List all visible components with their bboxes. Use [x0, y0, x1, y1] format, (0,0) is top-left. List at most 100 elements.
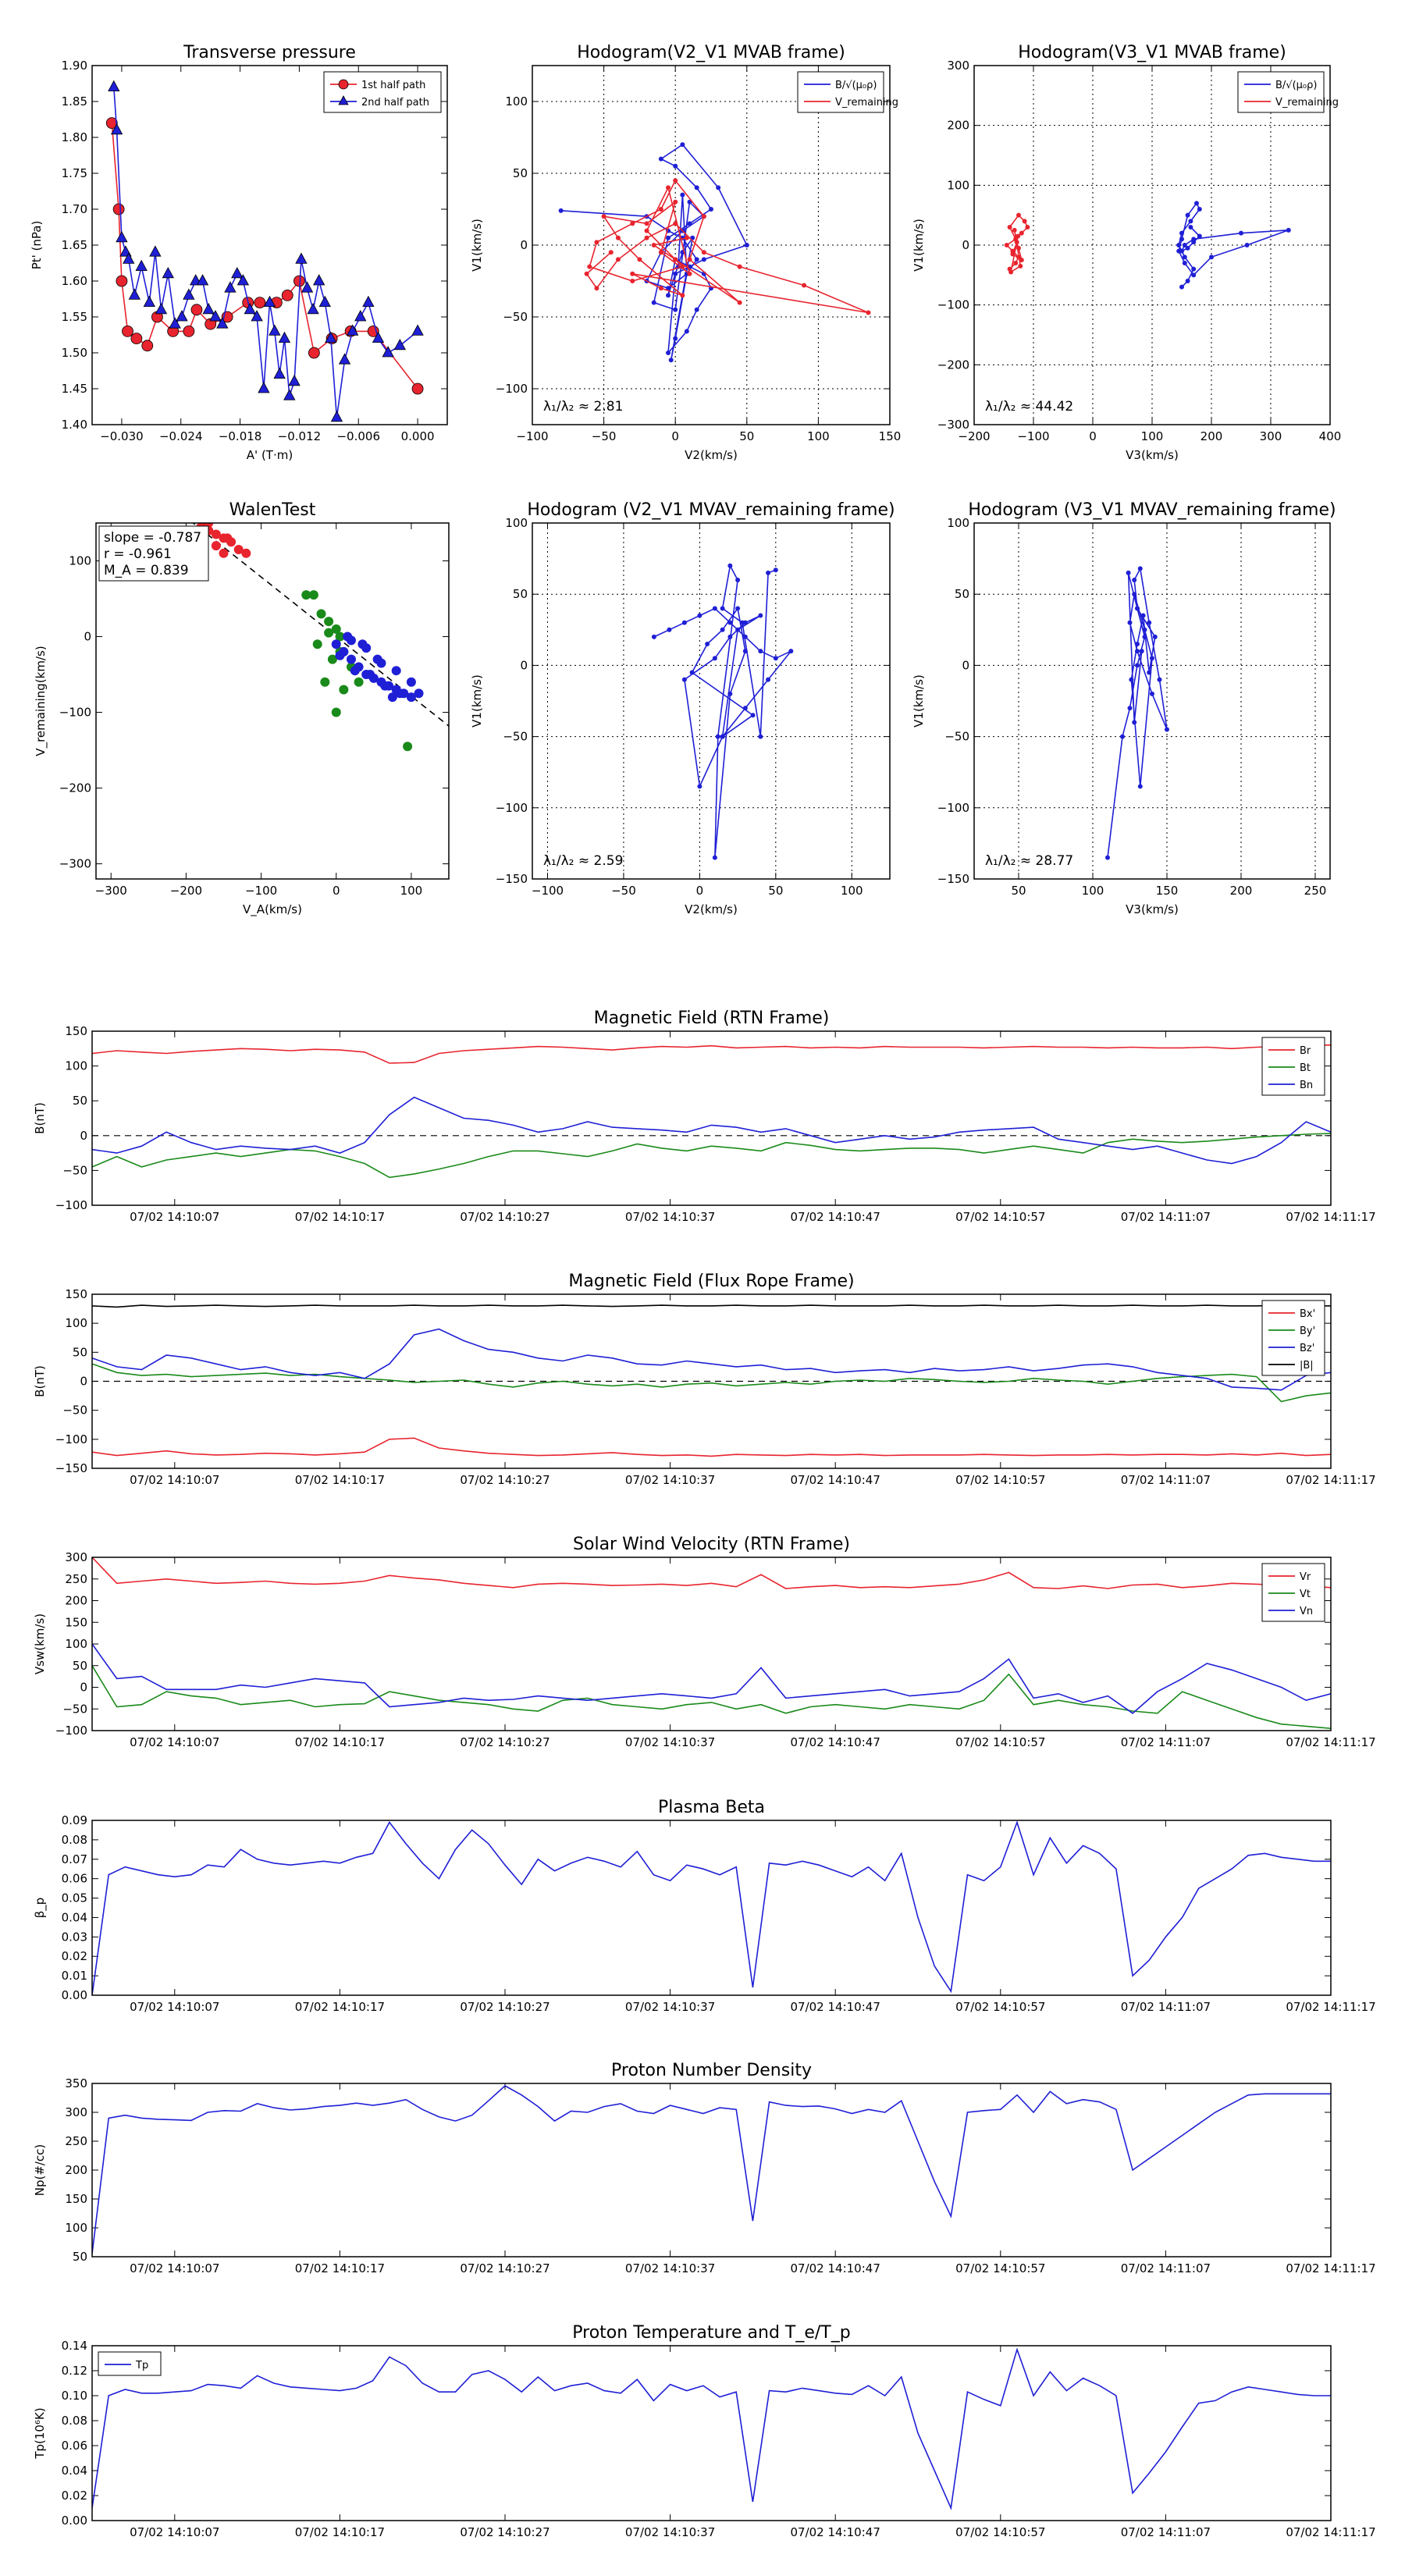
data-point	[354, 310, 367, 322]
y-tick-label: 50	[73, 1345, 87, 1359]
legend-label: Bt	[1300, 1062, 1311, 1074]
x-tick-label: 07/02 14:10:27	[460, 2261, 550, 2275]
y-tick-label: −100	[55, 1724, 87, 1738]
data-point	[231, 266, 244, 279]
x-tick-label: −0.006	[336, 429, 380, 443]
data-point	[684, 235, 689, 240]
x-axis-label: A' (T·m)	[247, 448, 293, 462]
y-axis-label: V1(km/s)	[470, 674, 484, 728]
x-tick-label: 07/02 14:10:37	[625, 2000, 715, 2014]
x-tick-label: 07/02 14:10:27	[460, 2000, 550, 2014]
x-tick-label: 07/02 14:10:57	[955, 1210, 1045, 1224]
legend: Br Bt Bn	[1261, 1037, 1325, 1096]
x-tick-label: 07/02 14:11:07	[1121, 1735, 1211, 1749]
x-tick-label: 07/02 14:11:17	[1286, 2525, 1375, 2539]
data-point	[615, 257, 621, 262]
legend-box	[323, 71, 442, 113]
y-tick-label: 100	[65, 1316, 87, 1330]
data-point	[357, 639, 368, 649]
y-tick-label: 1.80	[62, 130, 87, 144]
plot-area	[92, 2085, 1331, 2254]
data-point	[1135, 606, 1140, 611]
data-point	[269, 324, 281, 336]
data-point	[414, 688, 424, 699]
data-point	[651, 634, 656, 639]
y-tick-label: −200	[937, 358, 969, 372]
data-point	[1139, 649, 1144, 654]
data-point	[382, 346, 394, 358]
data-point	[594, 240, 599, 245]
y-tick-label: 100	[65, 2221, 87, 2235]
data-point	[735, 577, 741, 582]
x-tick-label: 07/02 14:10:57	[955, 2000, 1045, 2014]
x-tick-label: 07/02 14:11:07	[1121, 1210, 1211, 1224]
y-axis-label: V1(km/s)	[912, 219, 926, 272]
data-point	[766, 570, 771, 575]
data-point	[308, 347, 320, 359]
y-tick-label: 100	[65, 1059, 87, 1073]
legend-label: Tp	[135, 2360, 148, 2371]
data-point	[737, 264, 742, 269]
data-point	[372, 331, 385, 343]
y-axis-label: Tp(10⁶K)	[33, 2407, 47, 2459]
x-tick-label: 07/02 14:10:27	[460, 1473, 550, 1487]
y-tick-label: 0.05	[62, 1891, 87, 1905]
series-line-Np	[92, 2085, 1331, 2254]
lambda-ratio-annotation: λ₁/λ₂ ≈ 2.59	[543, 853, 623, 869]
y-tick-label: −300	[937, 418, 969, 432]
data-point	[406, 677, 416, 687]
data-point	[694, 307, 699, 312]
y-tick-label: 0.00	[62, 1988, 87, 2002]
axes-frame	[91, 2345, 1332, 2521]
legend-box	[797, 71, 884, 113]
x-tick-label: −0.018	[219, 429, 262, 443]
data-point	[697, 613, 702, 618]
data-point	[1286, 227, 1291, 233]
panel-proton-temp: 07/02 14:10:07 07/02 14:10:17 07/02 14:10:…	[33, 2323, 1376, 2539]
plot-area	[192, 523, 449, 752]
data-point	[1135, 663, 1140, 668]
stats-box	[98, 525, 209, 582]
data-point	[122, 325, 133, 337]
y-axis-label: V1(km/s)	[470, 219, 484, 272]
data-point	[110, 123, 123, 135]
x-tick-label: 07/02 14:11:07	[1121, 1473, 1211, 1487]
data-point	[307, 302, 319, 315]
x-tick-label: 07/02 14:10:57	[955, 1735, 1045, 1749]
x-axis-label: V2(km/s)	[685, 448, 738, 462]
data-point	[720, 734, 725, 739]
data-point	[1025, 225, 1030, 229]
data-point	[558, 208, 564, 213]
data-point	[1120, 734, 1125, 739]
data-point	[1013, 261, 1019, 265]
y-axis-label: Pt' (nPa)	[30, 221, 44, 270]
y-axis-label: B(nT)	[33, 1102, 47, 1134]
data-point	[1132, 592, 1137, 597]
y-tick-label: 0	[520, 658, 528, 672]
data-point	[1142, 627, 1147, 632]
data-point	[1014, 240, 1019, 245]
plot-area	[92, 1044, 1331, 1179]
data-point	[263, 295, 276, 308]
y-tick-label: 1.50	[62, 346, 87, 360]
y-tick-label: 0.02	[62, 1949, 87, 1963]
x-tick-label: 07/02 14:11:07	[1121, 2000, 1211, 2014]
panel-walen-test: −300 −200 −100 0 100 −300 −200 −100 0 100 WalenTes…	[34, 500, 450, 917]
data-point	[339, 685, 349, 695]
data-point	[1140, 613, 1146, 618]
data-point	[681, 620, 687, 625]
data-point	[1022, 219, 1027, 224]
data-point	[630, 221, 635, 226]
legend-box	[98, 2351, 162, 2376]
axes-frame	[91, 65, 448, 425]
data-point	[673, 336, 678, 341]
data-point	[1135, 642, 1140, 647]
chart-title: Magnetic Field (RTN Frame)	[594, 1009, 830, 1028]
data-point	[1008, 269, 1014, 275]
y-tick-label: 50	[955, 587, 969, 601]
data-point	[162, 266, 174, 279]
data-point	[1191, 272, 1197, 278]
data-point	[667, 627, 672, 632]
data-point	[354, 677, 364, 687]
